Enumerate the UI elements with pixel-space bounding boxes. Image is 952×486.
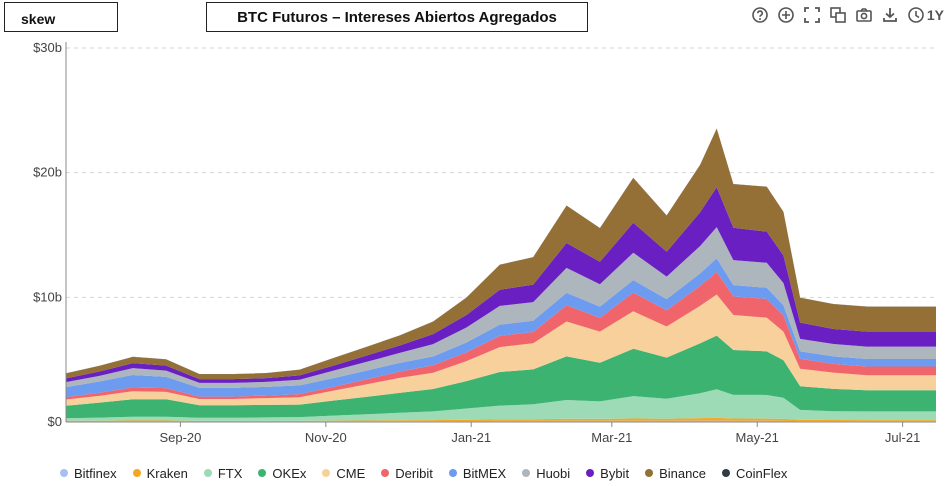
legend-item-binance[interactable]: Binance bbox=[645, 466, 706, 481]
legend-item-coinflex[interactable]: CoinFlex bbox=[722, 466, 787, 481]
range-label: 1Y bbox=[926, 7, 944, 23]
copy-icon[interactable] bbox=[829, 6, 847, 24]
legend-label: Huobi bbox=[536, 465, 571, 481]
logo-box: skew bbox=[4, 2, 118, 32]
area-okex bbox=[66, 335, 936, 419]
legend-item-huobi[interactable]: Huobi bbox=[522, 466, 570, 481]
y-tick-label: $20b bbox=[33, 165, 62, 180]
legend-item-kraken[interactable]: Kraken bbox=[132, 465, 188, 481]
legend-item-deribit[interactable]: Deribit bbox=[381, 466, 433, 481]
legend-dot-icon bbox=[132, 469, 141, 477]
area-ftx bbox=[66, 389, 936, 421]
legend-item-okex[interactable]: OKEx bbox=[258, 466, 306, 481]
crosshair-icon[interactable] bbox=[777, 6, 795, 24]
legend-item-ftx[interactable]: FTX bbox=[203, 465, 243, 481]
chart-title-text: BTC Futuros – Intereses Abiertos Agregad… bbox=[237, 9, 557, 26]
legend-dot-icon bbox=[60, 469, 68, 477]
stacked-area-chart: $0 $10b $20b $30b Sep-20 Nov-20 Jan-21 Mar-21 Ma… bbox=[33, 40, 936, 445]
y-tick-label: $30b bbox=[33, 40, 62, 55]
legend-label: Bybit bbox=[600, 465, 630, 481]
range-selector[interactable]: 1Y bbox=[907, 6, 944, 24]
y-tick-label: $0 bbox=[48, 414, 62, 429]
legend-dot-icon bbox=[722, 469, 731, 477]
help-icon[interactable] bbox=[751, 6, 769, 24]
axes: $0 $10b $20b $30b Sep-20 Nov-20 Jan-21 Mar-21 Ma… bbox=[33, 40, 936, 445]
legend-dot-icon bbox=[322, 469, 331, 477]
chart-title: BTC Futuros – Intereses Abiertos Agregad… bbox=[206, 2, 588, 32]
legend-dot-icon bbox=[522, 469, 531, 477]
legend-item-bybit[interactable]: Bybit bbox=[586, 466, 629, 481]
x-tick-label: Jan-21 bbox=[451, 430, 491, 445]
legend-label: CoinFlex bbox=[736, 465, 788, 481]
x-tick-label: Sep-20 bbox=[159, 430, 201, 445]
legend-item-cme[interactable]: CME bbox=[322, 466, 365, 481]
x-tick-label: May-21 bbox=[736, 430, 779, 445]
legend: Bitfinex Kraken FTX OKEx CME Deribit BitMEX Huo… bbox=[60, 464, 787, 482]
legend-dot-icon bbox=[381, 469, 390, 477]
legend-dot-icon bbox=[203, 469, 212, 477]
legend-dot-icon bbox=[448, 469, 457, 477]
x-tick-label: Mar-21 bbox=[591, 430, 632, 445]
legend-label: OKEx bbox=[272, 465, 307, 481]
legend-dot-icon bbox=[645, 469, 654, 477]
area-huobi bbox=[66, 227, 936, 388]
area-cme bbox=[66, 294, 936, 406]
area-binance bbox=[66, 128, 936, 380]
legend-label: FTX bbox=[217, 465, 243, 481]
legend-dot-icon bbox=[586, 469, 595, 477]
camera-icon[interactable] bbox=[855, 6, 873, 24]
legend-label: Bitfinex bbox=[74, 465, 117, 481]
legend-item-bitmex[interactable]: BitMEX bbox=[448, 465, 507, 481]
legend-label: Kraken bbox=[146, 465, 188, 481]
fullscreen-icon[interactable] bbox=[803, 6, 821, 24]
area-deribit bbox=[66, 272, 936, 400]
legend-label: Deribit bbox=[395, 465, 433, 481]
area-series bbox=[66, 128, 936, 422]
clock-icon bbox=[907, 6, 925, 24]
download-icon[interactable] bbox=[881, 6, 899, 24]
legend-dot-icon bbox=[258, 469, 267, 477]
logo-text: skew bbox=[21, 11, 56, 27]
legend-label: CME bbox=[336, 465, 366, 481]
legend-label: Binance bbox=[659, 465, 707, 481]
legend-label: BitMEX bbox=[462, 465, 507, 481]
chart-toolbar: 1Y bbox=[751, 4, 944, 26]
x-tick-label: Nov-20 bbox=[305, 430, 347, 445]
y-tick-label: $10b bbox=[33, 289, 62, 304]
area-kraken bbox=[66, 417, 936, 422]
legend-item-bitfinex[interactable]: Bitfinex bbox=[60, 466, 117, 481]
grid bbox=[66, 47, 936, 298]
x-tick-label: Jul-21 bbox=[885, 430, 920, 445]
area-bitmex bbox=[66, 258, 936, 398]
